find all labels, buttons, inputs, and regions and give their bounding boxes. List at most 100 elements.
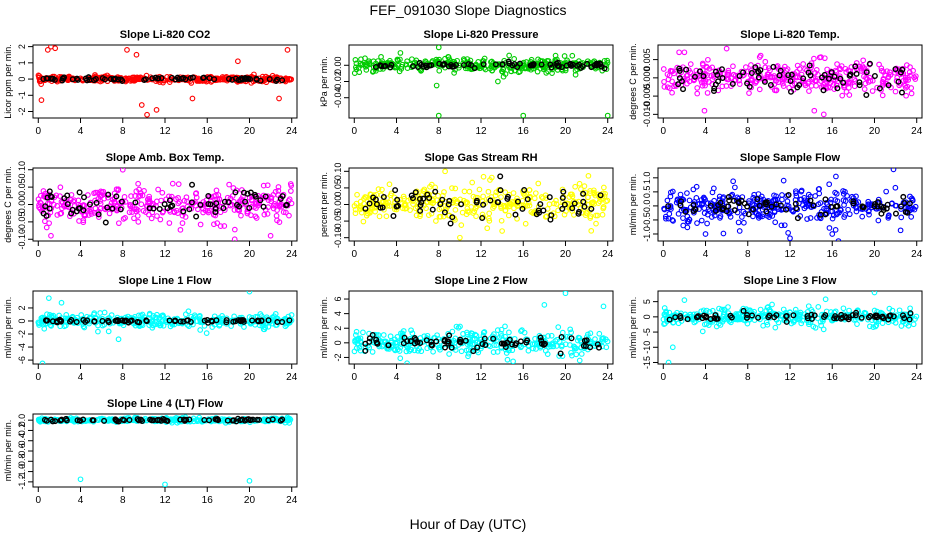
reference-point — [68, 316, 75, 323]
panel-3: Slope Li-820 Temp.0 4 8 12 16 20 24-0.010-0.00… — [628, 29, 923, 137]
data-point — [822, 296, 829, 303]
x-tick-label: 12 — [784, 372, 796, 383]
data-point — [505, 212, 512, 219]
reference-point — [712, 207, 719, 214]
reference-point — [385, 342, 392, 349]
reference-point — [57, 317, 64, 324]
reference-point — [479, 341, 486, 348]
reference-point — [121, 417, 128, 424]
reference-point — [480, 61, 487, 68]
reference-point — [224, 417, 231, 424]
data-point — [667, 67, 674, 74]
reference-point — [104, 204, 111, 211]
x-tick-label: 16 — [202, 126, 214, 137]
reference-point — [76, 204, 83, 211]
data-point — [526, 202, 533, 209]
data-point — [906, 69, 913, 76]
reference-point — [447, 220, 454, 227]
reference-point — [850, 200, 857, 207]
panel-title: Slope Line 2 Flow — [435, 275, 528, 287]
data-point — [571, 345, 578, 352]
data-point — [393, 64, 399, 71]
reference-point — [382, 62, 389, 69]
data-point — [704, 211, 711, 218]
data-point — [474, 203, 480, 210]
reference-point — [878, 203, 885, 210]
reference-point — [863, 69, 870, 76]
plot-frame — [348, 44, 614, 119]
data-point — [899, 70, 905, 77]
data-point — [740, 208, 747, 215]
data-point — [485, 342, 492, 349]
data-point — [820, 326, 827, 333]
data-point — [197, 327, 204, 333]
data-point — [755, 214, 762, 221]
outlier-point — [829, 231, 836, 237]
reference-point — [677, 198, 684, 205]
reference-point — [805, 69, 812, 76]
reference-point — [546, 194, 553, 201]
reference-point — [429, 342, 436, 349]
data-point — [464, 205, 471, 212]
data-point — [778, 222, 785, 229]
reference-point — [495, 199, 502, 206]
data-point — [753, 210, 760, 217]
outlier-point — [246, 291, 253, 295]
data-point — [909, 195, 915, 202]
data-point — [135, 75, 141, 81]
reference-point — [506, 336, 513, 343]
reference-point — [740, 307, 747, 314]
y-tick-label: -0.05 — [333, 211, 343, 232]
reference-point — [692, 206, 699, 213]
data-point — [760, 322, 767, 329]
data-point — [664, 197, 671, 204]
data-point — [498, 194, 504, 200]
data-point — [675, 210, 682, 217]
reference-point — [715, 201, 722, 208]
data-point — [515, 69, 522, 76]
data-point — [369, 349, 376, 355]
outlier-point — [604, 112, 611, 118]
data-point — [265, 197, 272, 203]
data-point — [214, 220, 221, 227]
reference-point — [528, 61, 535, 68]
reference-point — [115, 318, 122, 325]
x-tick-label: 20 — [869, 372, 881, 383]
data-point — [216, 321, 223, 328]
data-point — [841, 202, 847, 208]
reference-point — [719, 75, 726, 82]
data-point — [562, 341, 569, 348]
data-point — [479, 211, 486, 218]
data-point — [259, 323, 266, 330]
data-point — [361, 195, 367, 202]
x-tick-label: 24 — [911, 126, 923, 137]
data-point — [519, 197, 526, 204]
y-tick-label: 0.0 — [642, 200, 652, 213]
reference-point — [691, 73, 698, 80]
data-point — [669, 78, 675, 85]
reference-point — [143, 317, 150, 324]
reference-point — [201, 317, 208, 324]
data-point — [397, 56, 403, 63]
reference-point — [418, 199, 425, 206]
reference-point — [470, 348, 477, 355]
data-point — [221, 223, 228, 229]
reference-point — [822, 211, 829, 218]
outlier-point — [787, 235, 793, 241]
reference-point — [866, 60, 873, 67]
reference-point — [865, 314, 872, 321]
data-point — [742, 64, 749, 70]
data-point — [721, 316, 728, 322]
data-point — [95, 328, 101, 335]
data-point — [423, 205, 429, 212]
data-point — [594, 212, 601, 219]
data-point — [140, 208, 147, 214]
reference-point — [262, 193, 269, 200]
data-point — [105, 194, 111, 201]
reference-point — [115, 76, 122, 83]
data-point — [833, 173, 839, 180]
reference-point — [204, 316, 211, 323]
data-point — [458, 222, 465, 228]
data-point — [793, 190, 799, 196]
data-point — [867, 323, 873, 330]
